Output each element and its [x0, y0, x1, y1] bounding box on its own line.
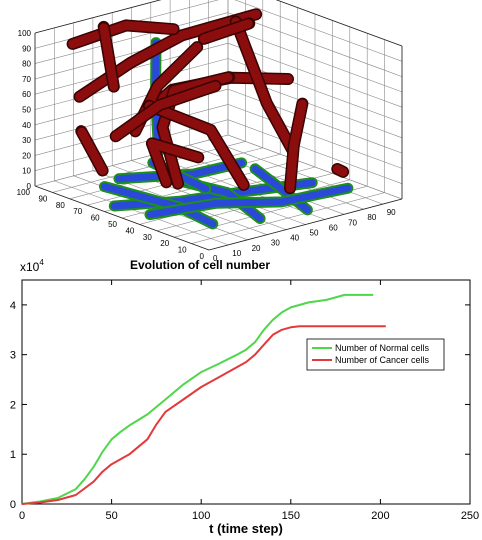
box-edge — [34, 185, 210, 251]
cancer-cell-branch — [199, 18, 254, 44]
z-tick-label: 60 — [22, 90, 31, 99]
box-edge — [208, 198, 403, 251]
back-wall-grid-line — [34, 58, 229, 110]
y-tick-label: 1 — [10, 449, 16, 461]
y-tick-label: 30 — [143, 233, 152, 242]
chart-title: Evolution of cell number — [130, 258, 270, 272]
y-scale-label: x104 — [20, 258, 44, 274]
cancer-cell-branch — [144, 101, 249, 190]
y-tick-label: 70 — [73, 207, 82, 216]
x-tick-label: 60 — [329, 223, 338, 232]
x-axis-label: t (time step) — [209, 521, 283, 536]
y-tick-label: 40 — [125, 226, 134, 235]
y-tick-label: 0 — [200, 252, 205, 261]
y-tick-label: 10 — [178, 246, 187, 255]
side-wall-grid-line — [227, 42, 403, 108]
x-tick-label: 250 — [461, 510, 479, 522]
cancer-cell-branch — [147, 138, 203, 187]
cancer-cell-branch — [68, 20, 179, 49]
normal-cells-line — [21, 293, 374, 505]
y-tick-label: 50 — [108, 220, 117, 229]
x-tick-label: 100 — [192, 510, 210, 522]
normal-cell-branch — [115, 159, 246, 183]
y-tick-label: 80 — [56, 201, 65, 210]
z-tick-label: 50 — [22, 106, 31, 115]
floor-grid-line — [52, 141, 246, 193]
x-tick-label: 90 — [387, 208, 396, 217]
y-tick-label: 90 — [38, 194, 47, 203]
box-edge — [34, 0, 162, 34]
x-tick-label: 0 — [19, 510, 25, 522]
legend-label-normal: Number of Normal cells — [335, 343, 430, 353]
x-tick-label: 150 — [282, 510, 300, 522]
cell-branches — [66, 8, 354, 230]
x-tick-label: 200 — [371, 510, 389, 522]
x-tick-label: 80 — [367, 213, 376, 222]
floor-grid-line — [189, 144, 364, 210]
series-lines — [21, 293, 386, 505]
y-tick-label: 20 — [160, 239, 169, 248]
cancer-cell-branch — [332, 164, 348, 177]
cancer-cell-branch — [76, 126, 108, 175]
z-tick-label: 70 — [22, 75, 31, 84]
z-tick-label: 100 — [18, 29, 32, 38]
x-tick-label: 0 — [213, 254, 218, 263]
x-tick-label: 30 — [271, 239, 280, 248]
floor-grid-line — [34, 134, 229, 187]
x-tick-label: 40 — [290, 234, 299, 243]
z-tick-label: 30 — [22, 136, 31, 145]
x-tick-label: 70 — [348, 218, 357, 227]
z-tick-label: 90 — [22, 44, 31, 53]
z-tick-label: 20 — [22, 151, 31, 160]
legend-box — [306, 338, 445, 371]
cancer-cell-branch — [231, 17, 297, 154]
legend-label-cancer: Number of Cancer cells — [335, 355, 430, 365]
z-tick-label: 40 — [22, 121, 31, 130]
cancer-cells-line — [21, 325, 386, 505]
side-wall-grid-line — [234, 0, 403, 62]
y-tick-label: 100 — [17, 188, 31, 197]
z-tick-label: 80 — [22, 60, 31, 69]
z-tick-label: 0 — [27, 182, 32, 191]
back-wall-grid-line — [34, 12, 229, 64]
floor-grid-line — [227, 134, 403, 200]
y-tick-label: 0 — [10, 499, 16, 511]
scatter-3d-plot: 0 10 20 30 40 50 60 70 80 90 0 10 20 30 40 50 60 70 80 90 10… — [17, 0, 403, 263]
cancer-cell-branch — [99, 22, 119, 92]
normal-cell-branch — [146, 184, 352, 219]
z-tick-label: 10 — [22, 167, 31, 176]
plot-area — [21, 279, 471, 505]
side-wall-grid-line — [227, 12, 403, 77]
tick-labels-3d: 0 10 20 30 40 50 60 70 80 90 0 10 20 30 40 50 60 70 80 90 10… — [17, 29, 397, 263]
cancer-cell-branch — [75, 9, 261, 102]
x-tick-label: 20 — [252, 244, 261, 253]
line-chart: Evolution of cell number x104 0 50 100 150 2… — [10, 258, 479, 536]
x-tick-label: 50 — [105, 510, 117, 522]
legend: Number of Normal cells Number of Cancer … — [306, 338, 445, 371]
box-edge — [275, 0, 403, 47]
cancer-cell-branch — [285, 99, 307, 193]
cancer-cell-branch — [111, 81, 220, 141]
side-wall-grid-line — [227, 27, 403, 93]
x-tick-label: 10 — [232, 249, 241, 258]
y-tick-label: 3 — [10, 350, 16, 362]
y-tick-label: 2 — [10, 399, 16, 411]
y-tick-label: 4 — [10, 300, 16, 312]
axis-ticks: 0 50 100 150 200 250 0 1 2 3 4 — [10, 280, 479, 522]
y-tick-label: 60 — [91, 214, 100, 223]
x-tick-label: 50 — [310, 229, 319, 238]
